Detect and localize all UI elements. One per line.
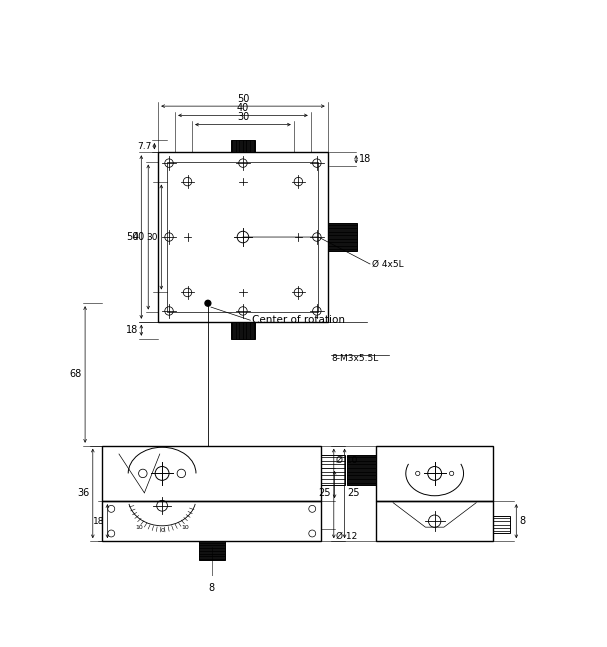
Text: Ø 10: Ø 10 <box>336 455 358 465</box>
Bar <box>158 152 328 322</box>
Text: 18: 18 <box>359 154 371 164</box>
Text: 40: 40 <box>237 103 249 113</box>
Text: Ø 4x5L: Ø 4x5L <box>371 259 403 269</box>
Text: Ø 12: Ø 12 <box>336 532 358 542</box>
Text: 40: 40 <box>133 232 145 242</box>
Text: 8: 8 <box>209 583 215 593</box>
Bar <box>102 501 322 541</box>
Text: 0: 0 <box>160 529 164 534</box>
Text: 68: 68 <box>70 369 82 380</box>
Bar <box>198 541 225 560</box>
Text: 36: 36 <box>78 488 90 498</box>
Text: 18: 18 <box>93 517 104 525</box>
Text: 25: 25 <box>318 488 331 498</box>
Bar <box>493 516 510 533</box>
Bar <box>231 322 256 338</box>
Text: 10: 10 <box>181 525 189 531</box>
Text: 30: 30 <box>237 113 249 122</box>
Bar <box>328 223 357 251</box>
Text: 50: 50 <box>237 94 249 104</box>
Text: 25: 25 <box>348 488 360 498</box>
Text: Center of rotation: Center of rotation <box>252 315 345 325</box>
Bar <box>168 162 319 313</box>
Text: 10: 10 <box>135 525 143 531</box>
Text: 50: 50 <box>126 232 138 242</box>
Bar <box>376 446 493 501</box>
Bar <box>322 455 345 485</box>
Text: 8-M3x5.5L: 8-M3x5.5L <box>331 354 379 363</box>
Text: 8: 8 <box>520 516 526 526</box>
Text: 30: 30 <box>147 232 158 241</box>
Bar <box>347 455 376 485</box>
Bar <box>231 140 256 152</box>
Text: 7.7: 7.7 <box>137 142 151 151</box>
Circle shape <box>205 300 211 306</box>
Bar <box>102 446 322 501</box>
Text: 18: 18 <box>126 325 138 335</box>
Bar <box>376 501 493 541</box>
